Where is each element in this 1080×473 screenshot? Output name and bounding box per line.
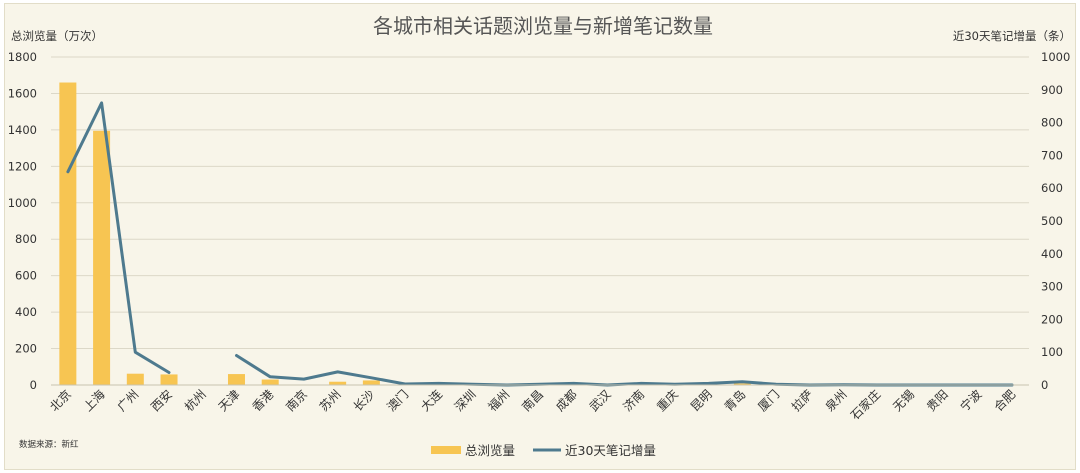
x-tick-label: 南昌 — [519, 387, 547, 415]
bar — [59, 82, 77, 385]
legend: 总浏览量 近30天笔记增量 — [431, 443, 656, 458]
x-tick-label: 贵阳 — [924, 387, 951, 414]
x-tick-label: 广州 — [115, 387, 142, 414]
y-right-tick-label: 700 — [1041, 148, 1063, 162]
y-left-tick-label: 1600 — [8, 86, 37, 100]
x-tick-label: 重庆 — [654, 387, 681, 414]
legend-bar-swatch — [431, 446, 461, 454]
y-right-tick-label: 400 — [1041, 247, 1063, 261]
x-tick-label: 西安 — [148, 387, 176, 415]
y-left-tick-label: 1800 — [8, 50, 37, 64]
y-left-tick-label: 800 — [15, 232, 37, 246]
source-note: 数据来源：新红 — [19, 439, 79, 450]
bar — [733, 383, 751, 385]
x-tick-label: 杭州 — [181, 387, 209, 415]
y-right-tick-label: 0 — [1041, 378, 1048, 392]
y-left-tick-label: 600 — [15, 269, 37, 283]
chart-title: 各城市相关话题浏览量与新增笔记数量 — [373, 14, 713, 38]
y-left-tick-label: 1000 — [8, 196, 37, 210]
y-right-tick-label: 500 — [1041, 214, 1063, 228]
legend-bar-label: 总浏览量 — [465, 443, 515, 458]
y-axis-right: 0 100 200 300 400 500 600 700 800 900 1000 — [1041, 50, 1070, 392]
x-tick-label: 苏州 — [317, 387, 344, 414]
y-right-tick-label: 200 — [1041, 312, 1063, 326]
y-axis-left-label: 总浏览量（万次） — [11, 29, 103, 43]
line-series — [66, 101, 1014, 387]
x-tick-label: 北京 — [47, 387, 74, 414]
bar — [261, 379, 279, 385]
grid — [51, 56, 1029, 386]
bar — [126, 373, 144, 385]
y-right-tick-label: 900 — [1041, 83, 1063, 97]
x-tick-label: 拉萨 — [788, 387, 816, 415]
y-left-tick-label: 200 — [15, 342, 37, 356]
y-right-tick-label: 800 — [1041, 116, 1063, 130]
x-tick-label: 厦门 — [755, 387, 783, 415]
x-tick-label: 昆明 — [688, 387, 715, 414]
y-left-tick-label: 400 — [15, 305, 37, 319]
x-tick-label: 济南 — [620, 387, 648, 415]
x-tick-label: 石家庄 — [847, 387, 883, 423]
legend-line-label: 近30天笔记增量 — [565, 443, 656, 458]
x-tick-label: 长沙 — [351, 387, 378, 414]
bar — [160, 374, 178, 385]
y-left-tick-label: 1400 — [8, 123, 37, 137]
x-tick-label: 福州 — [485, 387, 513, 415]
x-tick-label: 大连 — [417, 387, 445, 415]
line-path — [235, 354, 1014, 387]
y-right-tick-label: 1000 — [1041, 50, 1070, 64]
x-tick-label: 成都 — [553, 387, 580, 414]
chart-frame: 0 200 400 600 800 1000 1200 1400 1600 1800 0 100 20… — [4, 3, 1076, 470]
bar — [329, 381, 347, 385]
x-tick-label: 宁波 — [957, 387, 985, 415]
bar — [93, 130, 111, 385]
x-tick-label: 合肥 — [991, 387, 1019, 415]
chart: 0 200 400 600 800 1000 1200 1400 1600 1800 0 100 20… — [8, 14, 1071, 458]
line-path — [66, 101, 171, 374]
y-left-tick-label: 1200 — [8, 159, 37, 173]
y-right-tick-label: 300 — [1041, 280, 1063, 294]
x-tick-label: 天津 — [216, 387, 243, 414]
x-axis: 北京 上海 广州 西安 杭州 天津 香港 南京 苏州 长沙 澳门 大连 深圳 福州 南昌 成都 武汉 济南 重庆 昆明… — [47, 384, 1029, 423]
bar — [227, 374, 245, 385]
y-axis-left: 0 200 400 600 800 1000 1200 1400 1600 1800 — [8, 50, 37, 392]
x-tick-label: 南京 — [282, 387, 310, 415]
y-right-tick-label: 600 — [1041, 181, 1063, 195]
y-axis-right-label: 近30天笔记增量（条） — [953, 29, 1071, 43]
x-tick-label: 上海 — [80, 387, 108, 415]
y-right-tick-label: 100 — [1041, 345, 1063, 359]
x-tick-label: 深圳 — [452, 387, 479, 414]
x-tick-label: 武汉 — [587, 387, 614, 414]
bar-series — [59, 82, 1021, 386]
x-tick-label: 青岛 — [721, 387, 749, 415]
x-tick-label: 香港 — [249, 387, 276, 414]
bar — [362, 380, 380, 385]
x-tick-label: 无锡 — [889, 387, 917, 415]
x-tick-label: 澳门 — [384, 387, 412, 415]
x-tick-label: 泉州 — [823, 387, 850, 414]
y-left-tick-label: 0 — [30, 378, 37, 392]
